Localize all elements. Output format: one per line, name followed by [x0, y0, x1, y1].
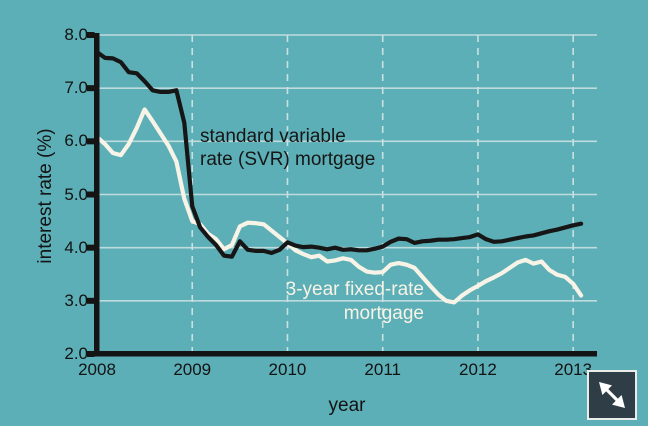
svr-series-label-line2: rate (SVR) mortgage — [200, 149, 376, 170]
y-tick-mark — [87, 32, 95, 38]
x-axis-title: year — [328, 395, 366, 416]
y-tick-mark — [87, 191, 95, 198]
fixed-series-label: 3-year fixed-rate mortgage — [224, 278, 424, 326]
svr-series-label-line1: standard variable — [200, 126, 346, 147]
y-axis-line — [94, 33, 100, 357]
x-axis-line — [94, 351, 597, 357]
expand-button[interactable] — [587, 370, 637, 420]
y-tick-label: 6.0 — [64, 131, 88, 151]
y-tick-label: 4.0 — [64, 237, 88, 257]
y-axis-title: interest rate (%) — [35, 128, 56, 264]
y-tick-mark — [87, 244, 95, 251]
x-tick-label: 2008 — [78, 360, 116, 379]
fixed-series-label-line1: 3-year fixed-rate — [285, 279, 424, 300]
y-tick-label: 8.0 — [64, 25, 88, 44]
y-tick-label: 7.0 — [64, 78, 88, 98]
y-tick-label: 2.0 — [64, 344, 88, 363]
y-tick-mark — [87, 297, 95, 304]
fixed-series-label-line2: mortgage — [343, 303, 424, 324]
svr-series-label: standard variable rate (SVR) mortgage — [200, 125, 375, 171]
y-tick-mark — [87, 138, 95, 145]
y-tick-label: 3.0 — [64, 290, 88, 310]
x-tick-label: 2013 — [554, 360, 593, 379]
series-line-0 — [94, 49, 584, 259]
x-tick-label: 2009 — [173, 360, 212, 379]
y-tick-mark — [87, 351, 95, 357]
y-tick-label: 5.0 — [64, 184, 88, 204]
y-tick-mark — [87, 85, 95, 92]
x-tick-label: 2012 — [459, 360, 497, 379]
x-tick-label: 2011 — [364, 360, 401, 379]
series-line-1 — [94, 107, 584, 305]
bottom-border — [0, 426, 648, 432]
expand-icon — [599, 382, 625, 408]
x-tick-label: 2010 — [268, 360, 307, 379]
